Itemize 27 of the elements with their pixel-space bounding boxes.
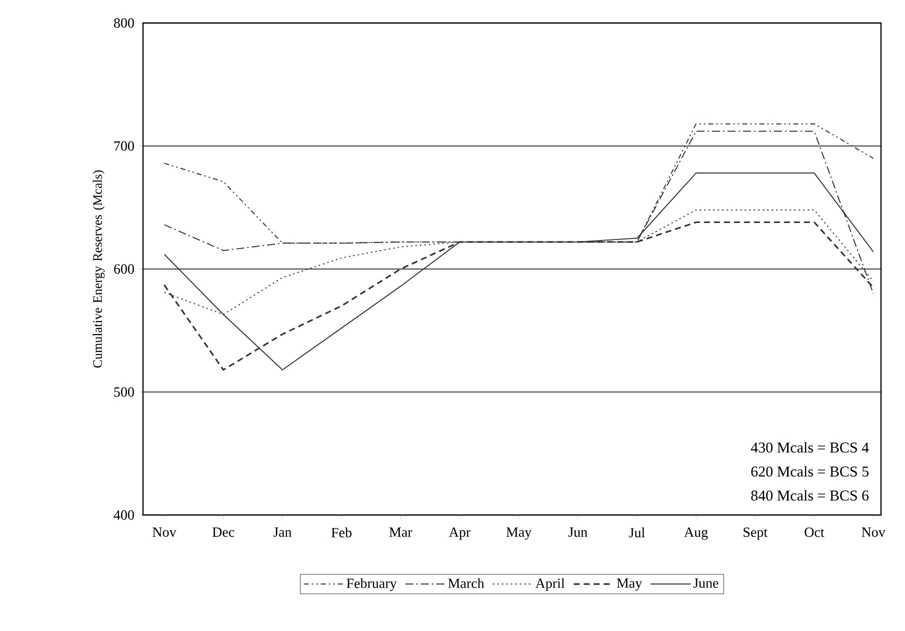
annotation: 620 Mcals = BCS 5	[751, 466, 869, 477]
y-tick-label: 400	[114, 510, 134, 520]
x-tick-label: Nov	[862, 528, 886, 537]
x-tick-label: Mar	[389, 528, 412, 537]
legend-label: June	[693, 578, 718, 588]
legend-label: April	[535, 578, 565, 591]
legend-label: March	[448, 578, 484, 588]
x-tick-label: Jul	[629, 528, 645, 538]
y-tick-label: 700	[114, 141, 134, 151]
x-tick-label: Jan	[273, 528, 292, 537]
x-tick-label: Oct	[804, 528, 824, 537]
legend-label: May	[616, 578, 642, 591]
annotation: 840 Mcals = BCS 6	[751, 490, 869, 501]
y-tick-label: 500	[114, 387, 134, 397]
y-axis-title: Cumulative Energy Reserves (Mcals)	[92, 170, 105, 368]
x-tick-label: Aug	[684, 528, 708, 540]
legend-label: February	[346, 578, 397, 591]
x-tick-label: Sept	[744, 528, 768, 540]
annotation: 430 Mcals = BCS 4	[750, 442, 869, 453]
x-tick-label: May	[506, 528, 532, 540]
x-tick-label: Nov	[152, 528, 176, 537]
x-tick-label: Apr	[448, 528, 470, 540]
x-tick-label: Jun	[568, 528, 588, 537]
x-tick-label: Dec	[212, 528, 234, 537]
x-tick-label: Feb	[331, 528, 352, 538]
y-tick-label: 600	[114, 264, 134, 274]
y-tick-label: 800	[114, 18, 134, 28]
